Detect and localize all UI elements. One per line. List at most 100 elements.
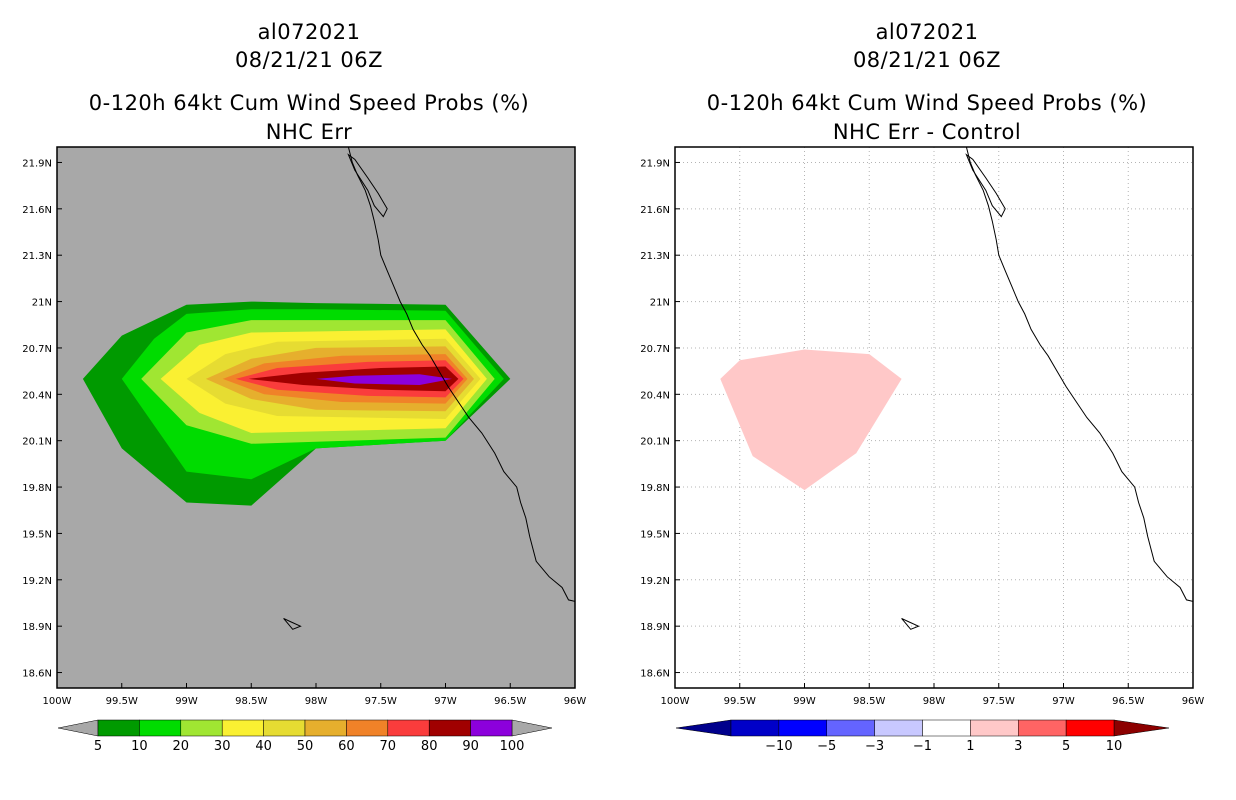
- plot-area: 100W 99.5W 99W 98.5W 98W 97.5W 97W 96.5W 96W 21.9…: [22, 146, 587, 707]
- y-tick-label: 21.9N: [640, 158, 670, 169]
- y-tick-label: 19.8N: [640, 483, 670, 494]
- colorbar-label: 1: [966, 739, 974, 754]
- colorbar-label: 3: [1014, 739, 1022, 754]
- colorbar: 5 10 20 30 40 50 60 70 80 90 100: [57, 719, 553, 754]
- y-tick-label: 19.2N: [22, 576, 52, 587]
- island-outline: [283, 617, 302, 630]
- colorbar-label: 60: [338, 739, 355, 754]
- x-tick-label: 99W: [175, 696, 198, 707]
- x-tick-label: 99.5W: [106, 696, 138, 707]
- contour-fill-90: [316, 374, 452, 385]
- colorbar-label: −3: [865, 739, 884, 754]
- coastline: [965, 147, 1193, 602]
- panel-nhc-err: al072021 08/21/21 06Z 0-120h 64kt Cum Wi…: [22, 20, 586, 754]
- y-tick-label: 21.9N: [22, 158, 52, 169]
- colorbar: −10 −5 −3 −1 1 3 5 10: [675, 719, 1170, 754]
- colorbar-label: 5: [94, 739, 102, 754]
- colorbar-label: 50: [297, 739, 314, 754]
- x-tick-label: 97W: [434, 696, 457, 707]
- x-tick-label: 96W: [564, 696, 587, 707]
- colorbar-end-left: [57, 719, 99, 737]
- y-tick-label: 21N: [650, 298, 670, 309]
- colorbar-swatch: [139, 719, 182, 737]
- colorbar-swatch: [778, 719, 827, 737]
- colorbar-swatch: [826, 719, 875, 737]
- title-line-product: 0-120h 64kt Cum Wind Speed Probs (%): [707, 91, 1147, 115]
- colorbar-label: −10: [765, 739, 792, 754]
- colorbar-label: 90: [462, 739, 479, 754]
- y-tick-label: 20.1N: [640, 437, 670, 448]
- x-tick-label: 98W: [305, 696, 328, 707]
- y-tick-label: 20.4N: [22, 390, 52, 401]
- colorbar-swatch: [263, 719, 306, 737]
- colorbar-swatch: [922, 719, 971, 737]
- x-tick-label: 96W: [1182, 696, 1205, 707]
- colorbar-swatch: [304, 719, 347, 737]
- x-tick-label: 100W: [43, 696, 72, 707]
- colorbar-label: 80: [421, 739, 438, 754]
- colorbar-label: 30: [214, 739, 231, 754]
- colorbar-swatch: [1065, 719, 1115, 737]
- x-tick-label: 96.5W: [494, 696, 526, 707]
- coastline: [347, 147, 575, 602]
- panel-nhc-err-minus-control: al072021 08/21/21 06Z 0-120h 64kt Cum Wi…: [640, 20, 1204, 754]
- title-line-storm-id: al072021: [258, 20, 361, 44]
- colorbar-swatch: [221, 719, 264, 737]
- y-tick-label: 20.4N: [640, 390, 670, 401]
- colorbar-label: 100: [500, 739, 525, 754]
- colorbar-label: 40: [255, 739, 272, 754]
- title-line-variant: NHC Err: [266, 120, 353, 144]
- colorbar-label: −5: [817, 739, 836, 754]
- colorbar-label: 20: [173, 739, 190, 754]
- colorbar-label: 70: [380, 739, 397, 754]
- title-line-product: 0-120h 64kt Cum Wind Speed Probs (%): [89, 91, 529, 115]
- y-tick-label: 21.3N: [640, 251, 670, 262]
- colorbar-label: −1: [913, 739, 932, 754]
- colorbar-swatch: [970, 719, 1019, 737]
- colorbar-swatch: [97, 719, 140, 737]
- x-tick-label: 100W: [661, 696, 690, 707]
- y-tick-label: 18.6N: [22, 669, 52, 680]
- plot-area: 100W 99.5W 99W 98.5W 98W 97.5W 97W 96.5W 96W 21.9…: [640, 146, 1205, 707]
- y-tick-label: 18.6N: [640, 669, 670, 680]
- colorbar-end-right: [511, 719, 553, 737]
- x-tick-label: 97W: [1052, 696, 1075, 707]
- y-tick-label: 19.5N: [22, 529, 52, 540]
- y-tick-label: 18.9N: [22, 622, 52, 633]
- x-tick-label: 98.5W: [853, 696, 885, 707]
- y-tick-label: 20.7N: [22, 344, 52, 355]
- x-tick-label: 99W: [793, 696, 816, 707]
- lagoon-outline: [965, 153, 1006, 218]
- x-tick-label: 97.5W: [365, 696, 397, 707]
- x-tick-label: 98W: [923, 696, 946, 707]
- colorbar-swatch: [470, 719, 513, 737]
- y-tick-label: 21.3N: [22, 251, 52, 262]
- colorbar-swatch: [874, 719, 923, 737]
- title-line-date: 08/21/21 06Z: [853, 48, 1001, 72]
- title-line-storm-id: al072021: [876, 20, 979, 44]
- y-tick-label: 19.8N: [22, 483, 52, 494]
- colorbar-swatch: [730, 719, 780, 737]
- colorbar-swatch: [1018, 719, 1067, 737]
- colorbar-label: 10: [1106, 739, 1123, 754]
- colorbar-swatch: [180, 719, 223, 737]
- title-line-date: 08/21/21 06Z: [235, 48, 383, 72]
- y-tick-label: 21N: [32, 298, 52, 309]
- lagoon-outline: [347, 153, 388, 218]
- y-tick-label: 19.5N: [640, 529, 670, 540]
- y-tick-label: 20.1N: [22, 437, 52, 448]
- colorbar-swatch: [387, 719, 430, 737]
- colorbar-label: 5: [1062, 739, 1070, 754]
- colorbar-end-left: [675, 719, 732, 737]
- x-tick-label: 96.5W: [1112, 696, 1144, 707]
- x-tick-label: 99.5W: [724, 696, 756, 707]
- title-line-variant: NHC Err - Control: [833, 120, 1021, 144]
- x-tick-label: 97.5W: [983, 696, 1015, 707]
- colorbar-end-right: [1113, 719, 1170, 737]
- y-tick-label: 19.2N: [640, 576, 670, 587]
- y-tick-label: 18.9N: [640, 622, 670, 633]
- colorbar-swatch: [346, 719, 389, 737]
- contour-fill-1: [720, 349, 902, 491]
- x-tick-label: 98.5W: [235, 696, 267, 707]
